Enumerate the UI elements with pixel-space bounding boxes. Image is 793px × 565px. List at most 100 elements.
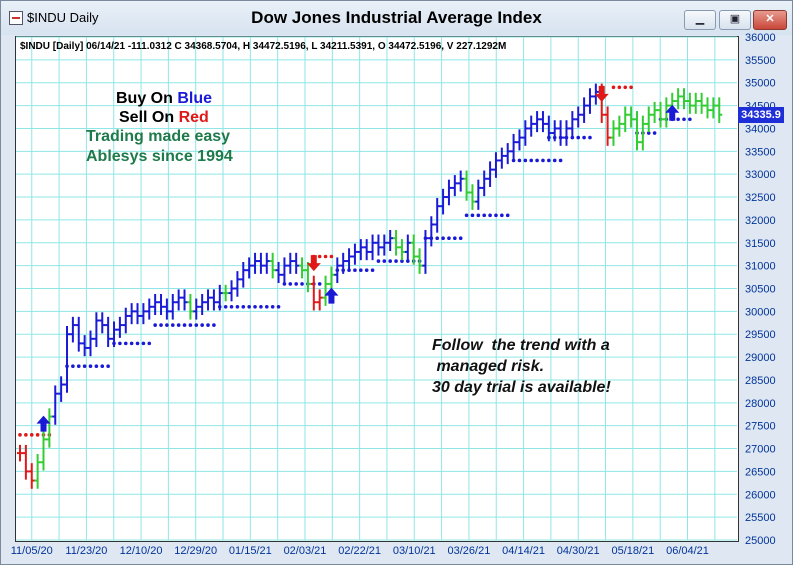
x-tick-label: 12/10/20	[120, 545, 163, 557]
stop-dot	[276, 304, 281, 309]
x-tick-label: 11/23/20	[65, 545, 107, 557]
x-tick-label: 11/05/20	[11, 545, 53, 557]
stop-dot	[382, 259, 387, 263]
stop-dot	[165, 323, 169, 327]
title-bar[interactable]: $INDU Daily Dow Jones Industrial Average…	[1, 1, 792, 35]
sell-prefix: Sell On	[119, 109, 179, 126]
stop-dot	[623, 85, 628, 90]
stop-dot	[94, 364, 99, 369]
last-price-label: 34335.9	[738, 107, 784, 123]
stop-dot	[611, 85, 616, 90]
stop-dot	[535, 158, 539, 163]
stop-dot	[406, 259, 410, 263]
stop-dot	[24, 433, 28, 437]
y-tick-label: 32500	[745, 192, 776, 204]
x-tick-label: 04/14/21	[502, 545, 545, 557]
stop-dot	[270, 304, 275, 309]
stop-dot	[35, 433, 40, 437]
stop-dot	[441, 236, 445, 240]
buy-signal-arrow-icon	[324, 287, 339, 304]
stop-dot	[364, 268, 369, 273]
sell-signal-arrow-icon	[594, 85, 609, 102]
x-tick-label: 06/04/21	[666, 545, 709, 557]
x-tick-label: 12/29/20	[174, 545, 217, 557]
restore-button[interactable]: ▣	[719, 10, 751, 30]
buy-prefix: Buy On	[116, 90, 178, 107]
stop-dot	[317, 282, 322, 286]
stop-dot	[247, 304, 251, 309]
follow-trend-text: Follow the trend with a managed risk. 30…	[432, 337, 611, 396]
chart-title: Dow Jones Industrial Average Index	[251, 8, 542, 27]
stop-dot	[106, 364, 110, 369]
stop-dot	[476, 213, 481, 218]
x-tick-label: 04/30/21	[557, 545, 600, 557]
stop-dot	[576, 135, 581, 140]
stop-dot	[370, 268, 375, 273]
stop-dot	[82, 364, 87, 369]
stop-dot	[147, 341, 152, 346]
stop-dot	[176, 323, 181, 327]
stop-dot	[435, 236, 439, 240]
stop-dot	[359, 268, 363, 273]
stop-dot	[153, 323, 157, 327]
stop-dot	[206, 323, 210, 327]
x-tick-label: 03/26/21	[448, 545, 491, 557]
chart-app-icon	[9, 11, 23, 25]
stop-dot	[347, 268, 351, 273]
stop-dot	[646, 131, 651, 135]
stop-dot	[541, 158, 545, 163]
y-tick-label: 26000	[745, 489, 776, 501]
stop-dot	[523, 158, 528, 163]
y-tick-label: 30500	[745, 284, 776, 296]
stop-dot	[529, 158, 534, 163]
x-tick-label: 02/22/21	[338, 545, 381, 557]
trading-made-easy-text: Trading made easy	[86, 128, 231, 145]
stop-dot	[588, 135, 592, 140]
stop-dot	[470, 213, 475, 218]
y-tick-label: 31500	[745, 238, 776, 250]
stop-dot	[323, 254, 328, 259]
buy-on-blue-text: Buy On Blue	[116, 90, 212, 108]
stop-dot	[570, 135, 575, 140]
stop-dot	[76, 364, 81, 369]
stop-dot	[617, 85, 622, 90]
stop-dot	[582, 135, 586, 140]
x-tick-label: 03/10/21	[393, 545, 436, 557]
stop-dot	[159, 323, 163, 327]
stop-dot	[141, 341, 146, 346]
minimize-button[interactable]: ▁	[684, 10, 716, 30]
close-button[interactable]: ✕	[753, 10, 787, 30]
stop-dot	[682, 117, 686, 122]
stop-dot	[453, 236, 457, 240]
stop-dot	[629, 85, 633, 90]
stop-dot	[676, 117, 680, 122]
stop-dot	[29, 433, 34, 437]
y-tick-label: 27500	[745, 421, 776, 433]
stop-dot	[511, 158, 516, 163]
stop-dot	[688, 117, 692, 122]
y-tick-label: 35000	[745, 78, 776, 90]
sell-signal-arrow-icon	[306, 255, 321, 272]
buy-signal-arrow-icon	[665, 104, 680, 121]
stop-dot	[194, 323, 199, 327]
stop-dot	[253, 304, 257, 309]
y-tick-label: 25000	[745, 535, 776, 547]
stop-dot	[482, 213, 487, 218]
stop-dot	[71, 364, 75, 369]
buy-word: Blue	[177, 90, 213, 107]
y-tick-label: 34000	[745, 123, 776, 135]
stop-dot	[353, 268, 357, 273]
y-tick-label: 31000	[745, 261, 776, 273]
stop-dot	[500, 213, 504, 218]
stop-dot	[329, 254, 334, 259]
stop-dot	[235, 304, 240, 309]
ohlc-info-line: $INDU [Daily] 06/14/21 -111.0312 C 34368…	[20, 41, 507, 52]
stop-dot	[259, 304, 263, 309]
stop-dot	[376, 259, 381, 263]
stop-dot	[118, 341, 122, 346]
sell-on-red-text: Sell On Red	[119, 109, 209, 127]
y-tick-label: 33500	[745, 146, 776, 158]
stop-dot	[300, 282, 304, 286]
y-tick-label: 27000	[745, 444, 776, 456]
